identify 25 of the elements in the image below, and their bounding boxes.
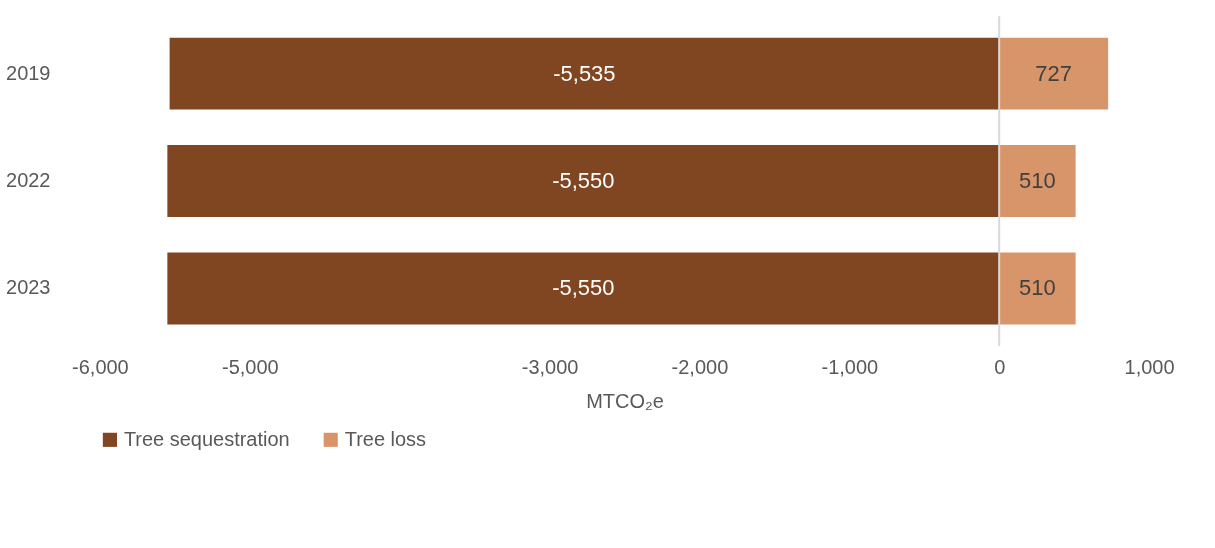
legend-label: Tree sequestration (123, 427, 290, 450)
bar (999, 37, 1109, 110)
data-label: 510 (1019, 275, 1056, 301)
x-tick-label: -6,000 (72, 356, 129, 379)
y-tick-label: 2022 (6, 169, 51, 192)
bar (999, 252, 1076, 325)
x-tick-label: -2,000 (671, 356, 729, 379)
legend-label: Tree loss (344, 427, 427, 450)
x-axis-title: MTCO₂e (586, 390, 664, 413)
x-tick-label: -5,000 (221, 356, 279, 379)
y-tick-label: 2023 (6, 276, 51, 299)
data-label: -5,550 (552, 275, 615, 301)
bar (999, 145, 1076, 218)
bar (169, 37, 1000, 110)
y-tick-label: 2019 (6, 61, 51, 84)
data-label: -5,550 (552, 168, 615, 194)
x-tick-label: -1,000 (821, 356, 879, 379)
x-tick-label: 1,000 (1124, 356, 1175, 379)
data-label: 510 (1019, 168, 1056, 194)
bar (167, 145, 1000, 218)
x-tick-label: -3,000 (521, 356, 579, 379)
data-label: 727 (1035, 60, 1072, 86)
x-tick-label: 0 (994, 356, 1006, 379)
bar (167, 252, 1000, 325)
data-label: -5,535 (553, 60, 616, 86)
